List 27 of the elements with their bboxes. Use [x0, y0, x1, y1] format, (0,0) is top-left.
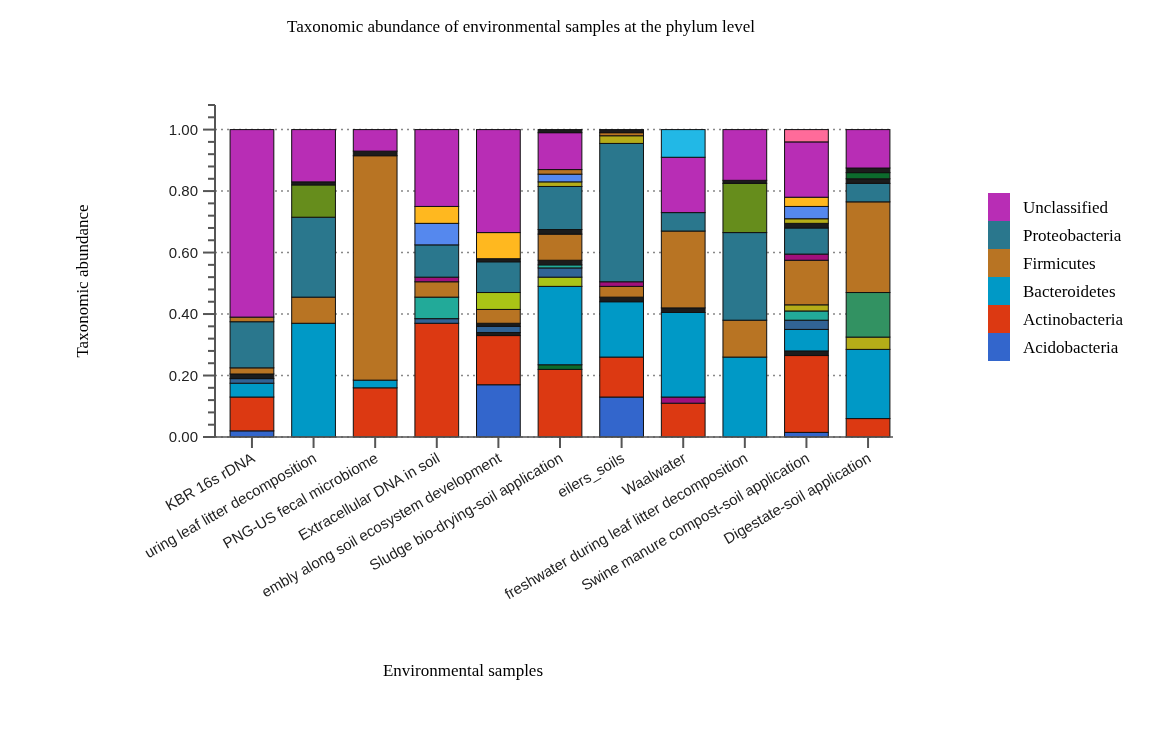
bar	[352, 129, 398, 152]
y-tick-label: 1.00	[168, 120, 198, 138]
bar	[722, 129, 768, 181]
y-tick-label: 0.80	[168, 182, 198, 200]
y-axis-title: Taxonomic abundance	[73, 204, 92, 358]
bar	[537, 173, 583, 183]
bar	[291, 129, 336, 183]
legend-label: Actinobacteria	[1023, 309, 1124, 329]
x-axis-title: Environmental samples	[382, 661, 544, 680]
chart-title: Taxonomic abundance of environmental samples at the phylum level	[286, 17, 756, 36]
bar	[660, 402, 706, 438]
legend-label: Proteobacteria	[1023, 225, 1122, 245]
bar	[537, 368, 583, 438]
legend-label: Unclassified	[1023, 197, 1109, 217]
bar	[784, 355, 829, 433]
y-tick-label: 0.00	[168, 428, 198, 446]
y-tick-label: 0.40	[168, 305, 198, 323]
bar	[537, 132, 583, 171]
legend-label: Bacteroidetes	[1023, 281, 1116, 301]
legend-label: Firmicutes	[1023, 253, 1096, 273]
bar	[599, 285, 644, 298]
y-tick-label: 0.60	[168, 243, 198, 261]
y-tick-label: 0.20	[168, 366, 198, 384]
legend-label: Acidobacteria	[1023, 337, 1119, 357]
bar	[229, 129, 275, 318]
bar	[845, 129, 891, 169]
bar	[414, 322, 460, 438]
